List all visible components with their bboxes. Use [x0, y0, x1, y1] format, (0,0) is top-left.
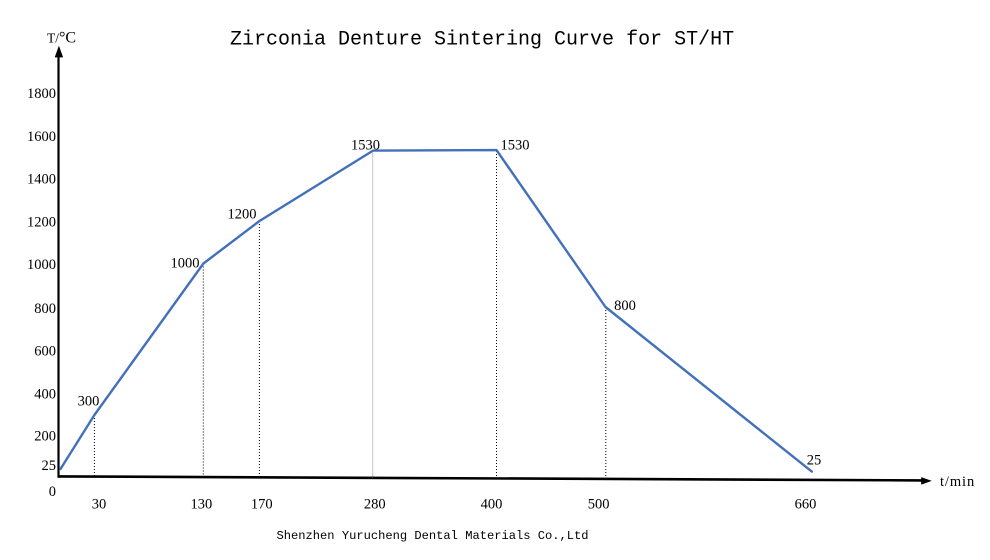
svg-text:800: 800: [614, 298, 636, 314]
svg-text:25: 25: [807, 453, 822, 469]
svg-text:1000: 1000: [171, 256, 200, 272]
svg-text:280: 280: [364, 496, 386, 512]
svg-text:1400: 1400: [27, 172, 56, 188]
svg-text:500: 500: [588, 496, 610, 512]
svg-text:800: 800: [34, 301, 56, 317]
svg-text:400: 400: [481, 496, 503, 512]
svg-text:1600: 1600: [27, 129, 56, 145]
svg-text:600: 600: [34, 343, 56, 359]
svg-text:1530: 1530: [351, 138, 380, 154]
svg-text:300: 300: [78, 394, 100, 410]
svg-text:25: 25: [42, 458, 57, 474]
svg-text:t/min: t/min: [940, 474, 975, 490]
svg-text:1000: 1000: [27, 257, 56, 273]
svg-text:170: 170: [251, 496, 273, 512]
svg-text:1200: 1200: [228, 207, 257, 223]
svg-text:200: 200: [34, 428, 56, 444]
svg-text:1200: 1200: [27, 214, 56, 230]
svg-text:130: 130: [191, 496, 213, 512]
svg-text:30: 30: [92, 496, 107, 512]
svg-text:Zirconia Denture Sintering Cur: Zirconia Denture Sintering Curve for ST/…: [230, 28, 734, 51]
svg-text:1530: 1530: [501, 137, 530, 153]
svg-text:1800: 1800: [27, 86, 56, 102]
svg-text:Shenzhen Yurucheng Dental Mate: Shenzhen Yurucheng Dental Materials Co.,…: [277, 529, 589, 543]
svg-text:0: 0: [49, 484, 56, 500]
svg-text:400: 400: [34, 386, 56, 402]
svg-text:660: 660: [795, 496, 817, 512]
svg-text:T/°C: T/°C: [47, 29, 76, 46]
